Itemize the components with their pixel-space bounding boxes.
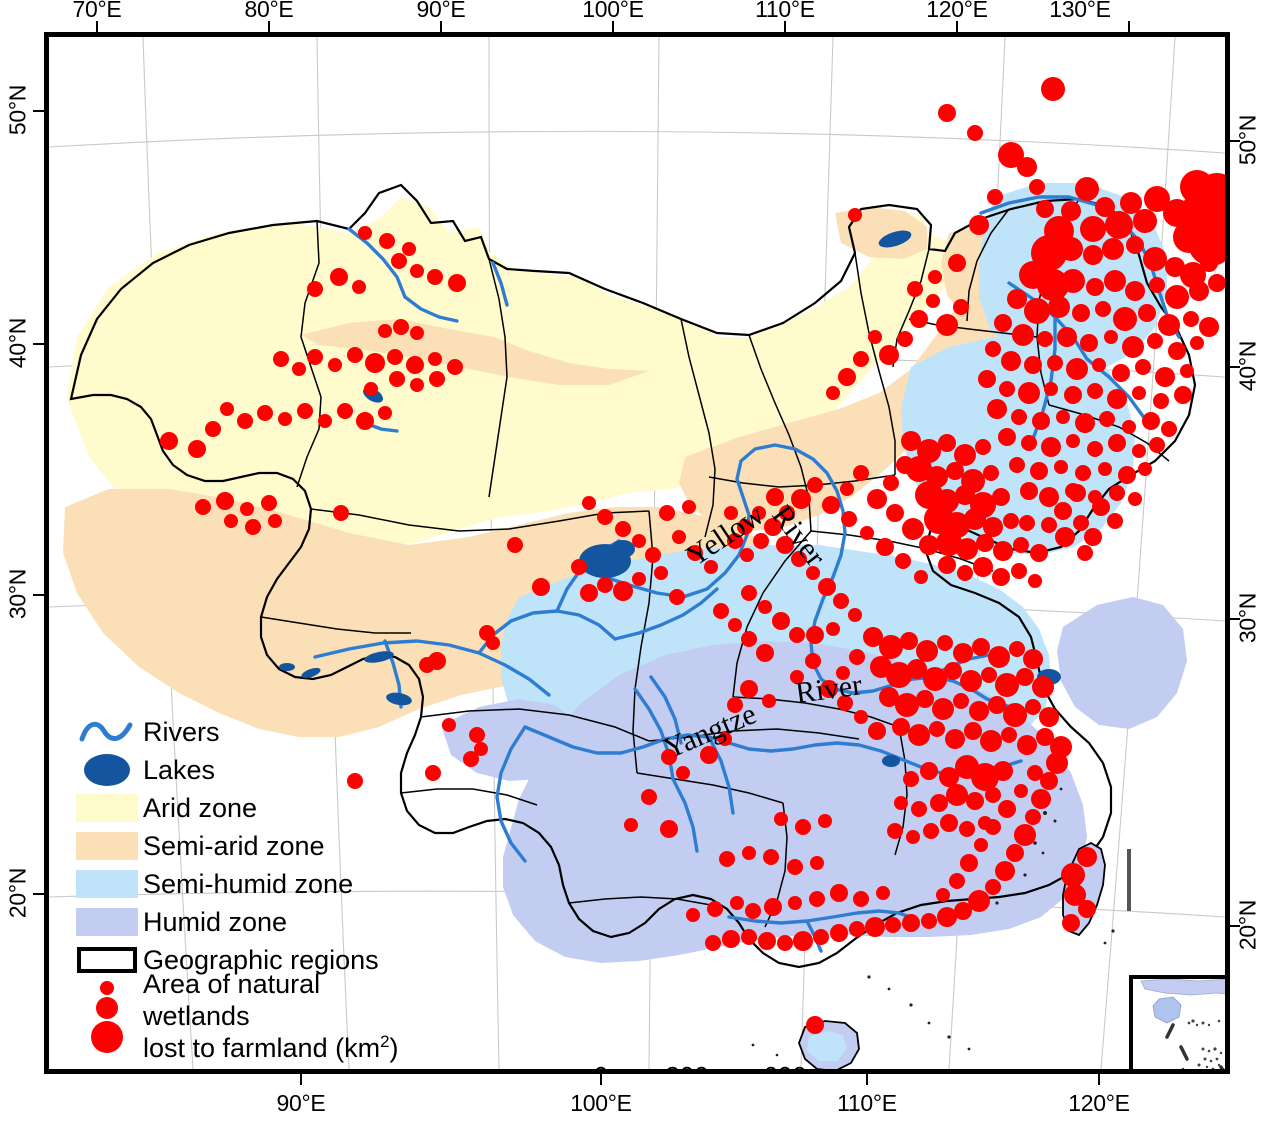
legend-item-lakes[interactable]: Lakes (71, 751, 421, 789)
semi-arid-swatch-icon (71, 831, 143, 861)
legend-label-semi-arid: Semi-arid zone (143, 830, 325, 861)
legend-item-geographic-regions[interactable]: Geographic regions (71, 941, 421, 979)
axis-label-left-20n: 20°N (4, 867, 31, 919)
legend-label-humid: Humid zone (143, 906, 288, 937)
scale-bar: 0 300 600 km (589, 1061, 819, 1069)
legend-label-rivers: Rivers (143, 716, 220, 747)
scale-label-300: 300 (665, 1061, 708, 1069)
wetland-loss-line2-suffix: ) (389, 1033, 399, 1064)
axis-label-top-70e: 70°E (72, 0, 122, 22)
axis-label-bottom-120e: 120°E (1068, 1090, 1130, 1116)
axis-label-right-20n: 20°N (1234, 899, 1261, 951)
map-svg: Yellow River Yangtze River (49, 37, 1225, 1069)
boundary-tick-mark (1127, 849, 1131, 911)
map-legend: Rivers Lakes Arid zone (71, 713, 421, 1063)
wetland-loss-exponent: 2 (380, 1032, 390, 1052)
inset-dashed-boundary (1165, 1023, 1225, 1069)
inset-hainan (1152, 996, 1182, 1024)
axis-label-left-40n: 40°N (4, 317, 31, 369)
legend-item-semi-humid[interactable]: Semi-humid zone (71, 865, 421, 903)
axis-label-top-120e: 120°E (926, 0, 988, 22)
legend-label-semi-humid: Semi-humid zone (143, 868, 354, 899)
axis-label-bottom-100e: 100°E (570, 1090, 632, 1116)
legend-label-arid: Arid zone (143, 792, 258, 823)
south-china-sea-inset[interactable] (1129, 975, 1225, 1069)
semi-humid-swatch-icon (71, 869, 143, 899)
legend-item-humid[interactable]: Humid zone (71, 903, 421, 941)
axis-label-top-130e: 130°E (1049, 0, 1111, 22)
wetland-loss-line2-prefix: lost to farmland (km (143, 1033, 381, 1064)
axis-label-bottom-110e: 110°E (837, 1090, 897, 1116)
legend-label-lakes: Lakes (143, 754, 216, 785)
outline-box-icon (71, 945, 143, 975)
arid-swatch-icon (71, 793, 143, 823)
legend-item-wetland-loss-size[interactable]: Area of natural wetlands lost to farmlan… (71, 969, 421, 1063)
wetland-loss-points (160, 77, 1225, 1034)
legend-label-wetland-loss: Area of natural wetlands lost to farmlan… (143, 969, 421, 1066)
river-line-icon (71, 717, 143, 747)
scale-bar-labels: 0 300 600 km (589, 1061, 819, 1069)
axis-label-left-30n: 30°N (4, 568, 31, 620)
legend-item-semi-arid[interactable]: Semi-arid zone (71, 827, 421, 865)
axis-label-left-50n: 50°N (4, 84, 31, 136)
zone-humid-2 (1057, 597, 1187, 729)
axis-label-bottom-90e: 90°E (276, 1090, 326, 1116)
axis-label-right-40n: 40°N (1234, 340, 1261, 392)
hainan-inner (807, 1031, 847, 1061)
map-frame: Yellow River Yangtze River (44, 32, 1230, 1074)
axis-label-top-110e: 110°E (755, 0, 815, 22)
legend-item-rivers[interactable]: Rivers (71, 713, 421, 751)
yellow-river (603, 443, 989, 701)
lake-ellipse-icon (71, 754, 143, 786)
axis-label-top-100e: 100°E (582, 0, 644, 22)
graduated-dot-icon (71, 981, 143, 1053)
scale-label-0: 0 (594, 1061, 608, 1069)
zone-humid (503, 641, 1087, 963)
map-canvas: Yellow River Yangtze River (49, 37, 1225, 1069)
wetland-loss-line1: Area of natural wetlands (143, 968, 321, 1031)
axis-label-right-30n: 30°N (1234, 592, 1261, 644)
inset-islands (1181, 1019, 1223, 1069)
legend-item-arid[interactable]: Arid zone (71, 789, 421, 827)
axis-label-top-90e: 90°E (416, 0, 466, 22)
inset-mainland (1140, 979, 1225, 996)
axis-label-right-50n: 50°N (1234, 114, 1261, 166)
zone-semi-arid-3 (679, 283, 1003, 531)
axis-label-top-80e: 80°E (244, 0, 294, 22)
scale-label-600: 600 km (763, 1061, 806, 1069)
legend-label-geographic-regions: Geographic regions (143, 944, 379, 975)
humid-swatch-icon (71, 907, 143, 937)
